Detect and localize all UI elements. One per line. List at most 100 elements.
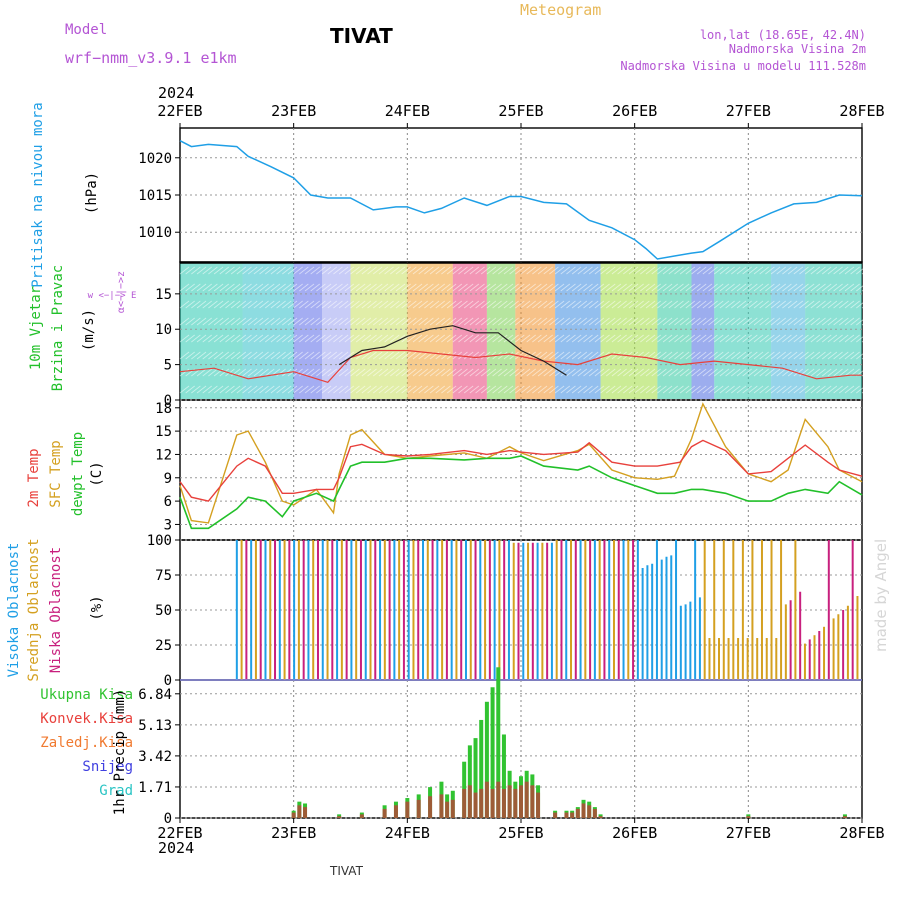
wind-arrow [407,317,417,326]
wind-arrow [509,266,519,275]
wind-arrow [378,351,389,360]
wind-arrow [634,317,644,326]
wind-arrow [651,300,661,309]
wind-arrow [486,266,497,275]
wind-arrow [480,283,491,292]
wind-arrow [230,283,241,292]
wind-arrow [532,266,542,275]
wind-arrow [583,368,593,377]
precip-conv-bar [473,792,478,818]
wind-arrow [787,351,798,360]
wind-arrow [463,266,474,275]
wind-arrow [566,334,576,343]
wind-arrow [338,283,349,292]
wind-arrow [526,317,536,326]
wind-arrow [708,351,718,360]
wind-arrow [594,283,605,292]
wind-arrow [435,300,445,309]
wind-arrow [429,283,440,292]
wind-arrow [435,368,445,377]
wind-arrow [333,351,343,360]
wind-arrow [713,283,724,292]
wind-arrow [560,266,571,275]
wind-arrow [236,334,247,343]
wind-arrow [492,385,502,394]
wind-arrow [827,368,838,377]
wind-arrow [554,385,565,394]
x-tick-label-top: 26FEB [612,102,657,120]
wind-arrow [185,266,195,275]
wind-arrow [475,283,485,292]
wind-arrow [611,368,622,377]
wind-arrow [208,351,218,360]
wind-arrow [270,266,281,275]
wind-arrow [196,283,207,292]
x-tick-label-bottom: 24FEB [385,824,430,842]
wind-arrow [583,317,593,326]
wind-arrow [640,385,650,394]
wind-arrow [486,368,497,377]
wind-arrow [668,266,679,275]
wind-arrow [463,334,474,343]
wind-arrow [799,283,809,292]
wind-arrow [213,317,224,326]
wind-barb-band [805,263,862,399]
wind-arrow [600,385,610,394]
wind-arrow [628,368,639,377]
wind-arrow [333,385,343,394]
wind-arrow [202,317,212,326]
x-tick-label-top: 24FEB [385,102,430,120]
y-tick-label: 6 [164,494,172,510]
wind-arrow [640,317,650,326]
wind-arrow [520,385,531,394]
wind-arrow [571,368,582,377]
wind-arrow [816,385,826,394]
wind-arrow [367,283,377,292]
wind-arrow [839,300,849,309]
wind-arrow [765,334,775,343]
wind-arrow [623,317,633,326]
precip-legend-entry: Konvek.Kisa [40,711,133,727]
wind-arrow [401,385,411,394]
wind-arrow [458,283,468,292]
wind-arrow [225,317,235,326]
wind-arrow [748,351,758,360]
precip-conv-bar [553,812,558,818]
wind-arrow [304,334,315,343]
wind-arrow [804,334,815,343]
wind-compass-ns: α<−|−>z [116,271,127,313]
precip-total-bar [496,667,501,818]
wind-arrow [429,266,440,275]
wind-arrow [577,266,588,275]
wind-arrow [770,266,781,275]
wind-arrow [742,266,752,275]
wind-arrow [520,283,531,292]
wind-arrow [185,300,195,309]
wind-arrow [355,317,366,326]
wind-arrow [350,300,360,309]
wind-arrow [765,283,775,292]
wind-arrow [753,283,764,292]
wind-arrow [839,334,849,343]
y-tick-label: 10 [155,322,172,338]
wind-arrow [509,334,519,343]
wind-barb-band [600,263,658,399]
wind-arrow [463,368,474,377]
pressure-axis-label: Pritisak na nivou mora [30,102,46,287]
wind-arrow [748,283,758,292]
wind-arrow [679,300,690,309]
wind-arrow [486,385,497,394]
wind-arrow [606,283,616,292]
precip-conv-bar [484,781,489,818]
elevation-label: Nadmorska Visina 2m [729,42,866,56]
wind-arrow [861,368,872,377]
wind-arrow [645,300,656,309]
wind-arrow [446,385,457,394]
wind-arrow [753,266,764,275]
series-line [338,325,567,376]
wind-arrow [679,385,690,394]
wind-arrow [679,266,690,275]
wind-arrow [611,283,622,292]
wind-arrow [407,368,417,377]
wind-arrow [282,385,292,394]
